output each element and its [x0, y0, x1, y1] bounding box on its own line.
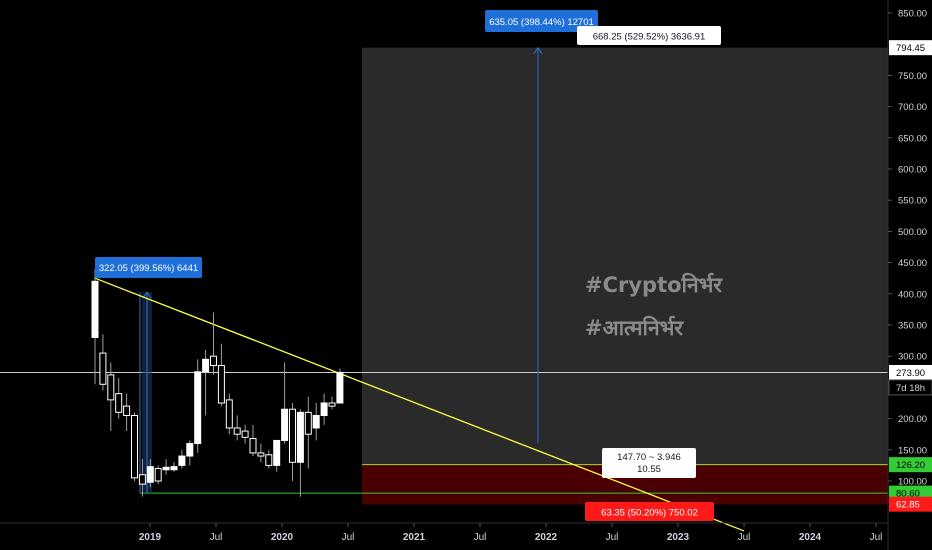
candle-body [162, 466, 170, 471]
y-tick-label: 600.00 [898, 165, 927, 176]
x-tick-label: Jul [606, 532, 619, 543]
y-tick-label: 850.00 [898, 9, 927, 20]
range-label-line2: 10.55 [637, 464, 661, 475]
x-tick-label: Jul [738, 532, 751, 543]
watermark-line-2: #आत्मनिर्भर [585, 315, 684, 340]
price-tag-text: 126.20 [896, 460, 925, 471]
measure-label-big-text: 635.05 (398.44%) 12701 [489, 17, 594, 28]
trendline [94, 277, 745, 532]
price-tag-bg [889, 40, 932, 56]
y-tick-label: 100.00 [898, 477, 927, 488]
range-label-line1: 147.70 ~ 3.946 [617, 452, 681, 463]
price-tag-bg [889, 496, 932, 512]
candle-body [320, 402, 328, 416]
candle-body [289, 408, 296, 463]
x-axis[interactable]: 2019 Jul 2020 Jul 2021 Jul 2022 Jul 2023 Jul 2024 J… [139, 523, 883, 543]
candle-body [202, 358, 210, 373]
candle-body [225, 399, 233, 429]
candle-body [336, 371, 344, 404]
candle-body [154, 468, 162, 482]
target-label[interactable]: 668.25 (529.52%) 3636.91 [577, 26, 721, 45]
candle-body [186, 443, 194, 457]
candle-body [178, 455, 186, 466]
measure-label-small-text: 322.05 (399.56%) 6441 [99, 263, 198, 274]
candle-body [233, 427, 241, 435]
candle-body [217, 365, 225, 404]
price-tag-text: 273.90 [896, 368, 925, 379]
y-tick-label: 550.00 [898, 196, 927, 207]
x-tick-label: 2019 [139, 532, 162, 543]
stop-label[interactable]: 63.35 (50.20%) 750.02 [585, 502, 714, 521]
x-tick-label: Jul [474, 532, 487, 543]
y-tick-label: 300.00 [898, 352, 927, 363]
candle-body [328, 402, 336, 407]
range-label[interactable]: 147.70 ~ 3.946 10.55 [602, 448, 696, 478]
x-tick-label: 2024 [799, 532, 822, 543]
x-tick-label: Jul [870, 532, 883, 543]
target-zone [362, 47, 888, 465]
measure-label-small[interactable]: 322.05 (399.56%) 6441 [95, 257, 202, 278]
price-tag-bg [889, 364, 932, 380]
candles-layer [91, 268, 344, 497]
x-tick-label: Jul [342, 532, 355, 543]
target-label-text: 668.25 (529.52%) 3636.91 [593, 32, 706, 43]
candle-body [131, 414, 138, 479]
candle-body [312, 414, 320, 429]
x-tick-label: Jul [210, 532, 223, 543]
stop-label-text: 63.35 (50.20%) 750.02 [601, 508, 698, 519]
price-tag-bg [888, 379, 932, 396]
measure-1-arrowhead [142, 291, 152, 299]
price-tag-text: 62.85 [896, 500, 920, 511]
y-tick-label: 400.00 [898, 289, 927, 300]
y-tick-label: 650.00 [898, 133, 927, 144]
candle-body [91, 280, 99, 338]
y-tick-label: 350.00 [898, 321, 927, 332]
y-axis[interactable]: 850.00 750.00 700.00 650.00 600.00 550.00 500.… [888, 9, 927, 488]
drawing-lines [0, 46, 888, 532]
candle-body [210, 355, 217, 367]
candle-body [170, 466, 178, 471]
candle-body [257, 452, 265, 457]
x-tick-label: 2023 [667, 532, 690, 543]
x-tick-label: 2021 [403, 532, 426, 543]
candle-body [107, 374, 115, 401]
y-tick-label: 450.00 [898, 258, 927, 269]
candle-body [194, 371, 202, 445]
candle-body [281, 408, 289, 441]
candle-body [273, 439, 281, 466]
y-tick-label: 750.00 [898, 71, 927, 82]
candle-body [265, 454, 273, 466]
drawing-boxes [362, 47, 888, 505]
x-tick-label: 2022 [535, 532, 558, 543]
candle-body [249, 438, 257, 454]
candle-body [146, 466, 154, 483]
candle-body [304, 411, 312, 435]
y-tick-label: 150.00 [898, 445, 927, 456]
price-tag-text: 794.45 [896, 43, 925, 54]
candle-body [123, 405, 131, 416]
x-tick-label: 2020 [271, 532, 294, 543]
price-tag-text: 7d 18h [896, 383, 925, 394]
candle-body [241, 430, 249, 438]
measure-2-arrowhead [533, 46, 543, 54]
y-tick-label: 200.00 [898, 414, 927, 425]
candle-body [296, 411, 304, 463]
candle-body [99, 352, 107, 385]
measure-label-big[interactable]: 635.05 (398.44%) 12701 [485, 10, 598, 32]
y-tick-label: 500.00 [898, 227, 927, 238]
y-tick-label: 700.00 [898, 102, 927, 113]
candle-body [115, 393, 123, 413]
watermark-line-1: #Cryptoनिर्भर [585, 272, 723, 297]
price-tag-text: 80.60 [896, 489, 920, 500]
price-tag-bg [889, 457, 932, 473]
candle-body [138, 474, 146, 485]
